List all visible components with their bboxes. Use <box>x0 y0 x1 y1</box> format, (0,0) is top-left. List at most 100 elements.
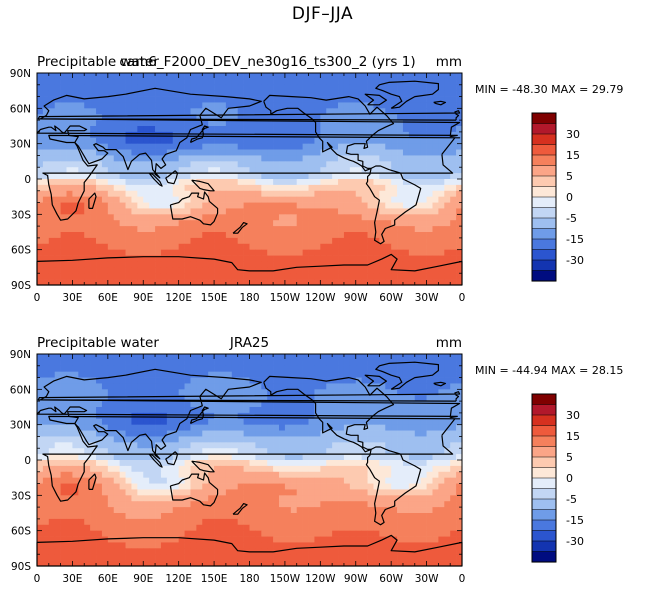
field-cell <box>284 202 292 209</box>
field-cell <box>48 365 56 373</box>
map-panel-2: 0 30E 60E 90E 120E 150E 180 150W 120W 90W 60W 30W 09… <box>10 335 624 585</box>
field-cell <box>225 448 233 455</box>
field-cell <box>332 255 339 262</box>
field-cell <box>237 448 244 455</box>
field-cell <box>113 237 120 245</box>
field-cell <box>432 389 439 396</box>
field-cell <box>302 383 309 390</box>
field-cell <box>314 267 321 274</box>
field-cell <box>397 418 404 426</box>
field-cell <box>444 273 451 280</box>
field-cell <box>60 108 67 115</box>
field-cell <box>214 507 221 514</box>
field-cell <box>249 501 256 508</box>
field-cell <box>432 401 439 408</box>
field-cell <box>225 513 233 520</box>
field-cell <box>279 214 286 221</box>
field-cell <box>426 442 433 449</box>
field-cell <box>249 243 256 251</box>
field-cell <box>367 501 374 508</box>
field-cell <box>72 460 79 467</box>
field-cell <box>296 489 303 496</box>
field-cell <box>231 524 239 532</box>
field-cell <box>160 401 168 408</box>
field-cell <box>302 208 309 215</box>
field-cell <box>90 220 97 227</box>
field-cell <box>273 395 280 402</box>
field-cell <box>155 279 162 286</box>
field-cell <box>326 114 333 121</box>
field-cell <box>373 377 380 384</box>
field-cell <box>125 518 132 526</box>
field-cell <box>320 383 327 390</box>
field-cell <box>284 418 292 426</box>
field-cell <box>196 279 203 286</box>
field-cell <box>420 196 427 203</box>
field-cell <box>320 167 327 174</box>
field-cell <box>261 137 268 145</box>
field-cell <box>196 359 203 367</box>
field-cell <box>196 214 203 221</box>
field-cell <box>54 448 61 455</box>
field-cell <box>60 143 67 150</box>
field-cell <box>143 430 150 437</box>
field-cell <box>54 102 61 109</box>
field-cell <box>72 501 79 508</box>
field-cell <box>119 232 126 239</box>
field-cell <box>155 365 162 373</box>
field-cell <box>202 273 209 280</box>
field-cell <box>237 249 244 256</box>
field-cell <box>219 436 227 443</box>
field-cell <box>267 255 274 262</box>
field-cell <box>414 489 422 496</box>
field-cell <box>255 232 262 239</box>
field-cell <box>385 220 392 227</box>
field-cell <box>149 167 156 174</box>
field-cell <box>379 454 386 461</box>
field-cell <box>208 483 215 490</box>
field-cell <box>243 418 250 426</box>
field-cell <box>402 395 410 402</box>
field-cell <box>131 237 138 245</box>
field-cell <box>125 442 132 449</box>
field-cell <box>231 465 239 473</box>
field-cell <box>155 226 162 233</box>
field-cell <box>385 524 392 532</box>
field-cell <box>408 359 416 367</box>
field-cell <box>155 477 162 484</box>
field-cell <box>37 395 44 402</box>
field-cell <box>302 365 309 373</box>
field-cell <box>450 190 457 198</box>
field-cell <box>208 489 215 496</box>
field-cell <box>373 436 380 443</box>
field-cell <box>361 196 368 203</box>
field-cell <box>267 424 274 431</box>
field-cell <box>314 454 321 461</box>
field-cell <box>90 365 97 373</box>
field-cell <box>332 126 339 133</box>
field-cell <box>237 202 244 209</box>
field-cell <box>249 418 256 426</box>
field-cell <box>84 196 91 203</box>
field-cell <box>420 214 427 221</box>
field-cell <box>267 202 274 209</box>
field-cell <box>131 407 138 414</box>
field-cell <box>84 73 91 80</box>
field-cell <box>231 460 239 467</box>
field-cell <box>214 161 221 168</box>
field-cell <box>101 126 109 133</box>
field-cell <box>332 359 339 367</box>
field-cell <box>78 261 85 268</box>
field-cell <box>84 249 91 256</box>
field-cell <box>420 226 427 233</box>
field-cell <box>320 126 327 133</box>
field-cell <box>385 418 392 426</box>
field-cell <box>355 184 362 192</box>
field-cell <box>261 418 268 426</box>
field-cell <box>373 78 380 86</box>
field-cell <box>432 460 439 467</box>
field-cell <box>296 460 303 467</box>
field-cell <box>450 471 457 479</box>
field-cell <box>225 524 233 532</box>
field-cell <box>249 273 256 280</box>
